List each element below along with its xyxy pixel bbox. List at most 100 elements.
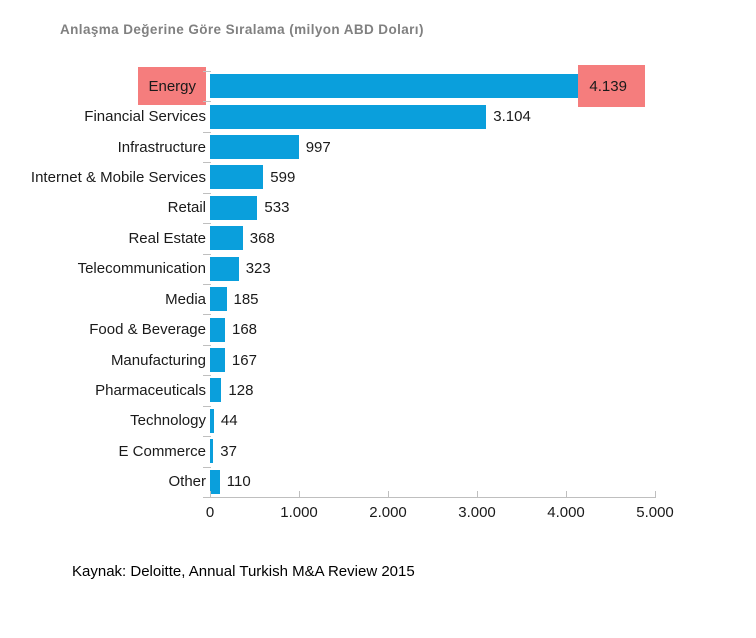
bar-area: 37: [210, 439, 756, 464]
category-label: Retail: [167, 199, 206, 217]
category-label-cell: Food & Beverage: [0, 321, 210, 338]
bar-row: Real Estate 368: [0, 223, 756, 253]
y-axis-tick: [203, 101, 211, 103]
bar-row: Other 110: [0, 466, 756, 496]
bar-area: 533: [210, 195, 756, 220]
x-axis-tick-label: 1.000: [280, 504, 318, 521]
category-label-cell: Real Estate: [0, 230, 210, 247]
bar-rows: Energy 4.139 Financial Services 3.104 Infras…: [0, 65, 756, 497]
bar-area: 3.104: [210, 104, 756, 129]
category-label-cell: Infrastructure: [0, 139, 210, 156]
x-axis-tick: [566, 491, 567, 498]
category-label-cell: Pharmaceuticals: [0, 382, 210, 399]
bar-row: Media 185: [0, 284, 756, 314]
bar: [210, 256, 239, 281]
category-label: Manufacturing: [110, 351, 206, 369]
bar: [210, 165, 264, 190]
bar-area: 599: [210, 165, 756, 190]
category-label-cell: Internet & Mobile Services: [0, 169, 210, 186]
value-label: 37: [220, 442, 237, 460]
bar: [210, 469, 220, 494]
category-label-cell: Financial Services: [0, 108, 210, 125]
source-note: Kaynak: Deloitte, Annual Turkish M&A Rev…: [72, 563, 415, 580]
bar-area: 128: [210, 378, 756, 403]
y-axis-tick: [203, 344, 211, 346]
value-label: 368: [249, 229, 275, 247]
y-axis-tick: [203, 314, 211, 316]
y-axis-tick: [203, 71, 211, 72]
category-label-cell: Telecommunication: [0, 260, 210, 277]
bar-area: 997: [210, 135, 756, 160]
category-label: Financial Services: [84, 108, 206, 126]
bar-area: 4.139: [210, 65, 756, 108]
x-axis-tick: [655, 491, 656, 498]
x-axis-tick-label: 5.000: [636, 504, 674, 521]
category-label-highlighted: Energy: [138, 67, 206, 106]
bar: [210, 226, 243, 251]
bar-chart: Energy 4.139 Financial Services 3.104 Infras…: [0, 65, 756, 531]
bar: [210, 378, 222, 403]
category-label-cell: E Commerce: [0, 443, 210, 460]
value-label: 168: [232, 321, 258, 339]
category-label: Infrastructure: [117, 138, 206, 156]
category-label-cell: Other: [0, 473, 210, 490]
bar: [210, 317, 225, 342]
bar-area: 368: [210, 226, 756, 251]
value-label: 599: [270, 168, 296, 186]
y-axis-tick: [203, 436, 211, 438]
x-axis-tick: [388, 491, 389, 498]
x-axis-tick: [210, 491, 211, 498]
bar-row: Food & Beverage 168: [0, 314, 756, 344]
category-label-cell: Technology: [0, 412, 210, 429]
x-axis-tick: [477, 491, 478, 498]
category-label-cell: Retail: [0, 199, 210, 216]
y-axis-tick: [203, 284, 211, 285]
category-label: Internet & Mobile Services: [30, 168, 206, 186]
bar-row: Infrastructure 997: [0, 132, 756, 162]
category-label-cell: Energy: [0, 67, 210, 106]
x-axis-tick-label: 2.000: [369, 504, 407, 521]
value-label: 128: [228, 381, 254, 399]
category-label: E Commerce: [118, 442, 206, 460]
y-axis-tick: [203, 192, 211, 194]
bar: [210, 135, 299, 160]
value-label: 44: [220, 412, 238, 430]
y-axis-tick: [203, 466, 211, 468]
y-axis-tick: [203, 253, 211, 255]
bar-area: 167: [210, 348, 756, 372]
x-axis-line: [210, 497, 656, 498]
bar: [210, 74, 579, 99]
y-axis-tick: [203, 162, 211, 164]
bar-area: 323: [210, 256, 756, 281]
category-label-cell: Media: [0, 291, 210, 308]
x-axis-tick-label: 3.000: [458, 504, 496, 521]
category-label: Media: [165, 290, 206, 308]
category-label: Pharmaceuticals: [95, 381, 206, 399]
y-axis-tick: [203, 131, 211, 133]
y-axis-tick: [203, 223, 211, 225]
bar-area: 110: [210, 469, 756, 494]
value-label: 167: [231, 351, 257, 369]
category-label: Food & Beverage: [89, 321, 206, 339]
bar-area: 185: [210, 287, 756, 312]
category-label: Telecommunication: [77, 260, 206, 278]
category-label: Technology: [130, 412, 206, 430]
value-label: 533: [264, 199, 290, 217]
bar-row: Energy 4.139: [0, 65, 756, 108]
bar-row: Internet & Mobile Services 599: [0, 162, 756, 192]
bar-row: Pharmaceuticals 128: [0, 375, 756, 405]
value-label: 185: [233, 290, 259, 308]
bar: [210, 104, 487, 129]
category-label: Real Estate: [128, 229, 206, 247]
bar: [210, 439, 214, 464]
bar-row: Manufacturing 167: [0, 345, 756, 375]
bar: [210, 195, 258, 220]
category-label-cell: Manufacturing: [0, 352, 210, 369]
value-label: 997: [305, 138, 331, 156]
value-label: 3.104: [493, 108, 531, 126]
y-axis-tick: [203, 405, 211, 407]
y-axis-tick: [203, 375, 211, 377]
value-label: 323: [245, 260, 271, 278]
value-label: 110: [226, 473, 251, 491]
